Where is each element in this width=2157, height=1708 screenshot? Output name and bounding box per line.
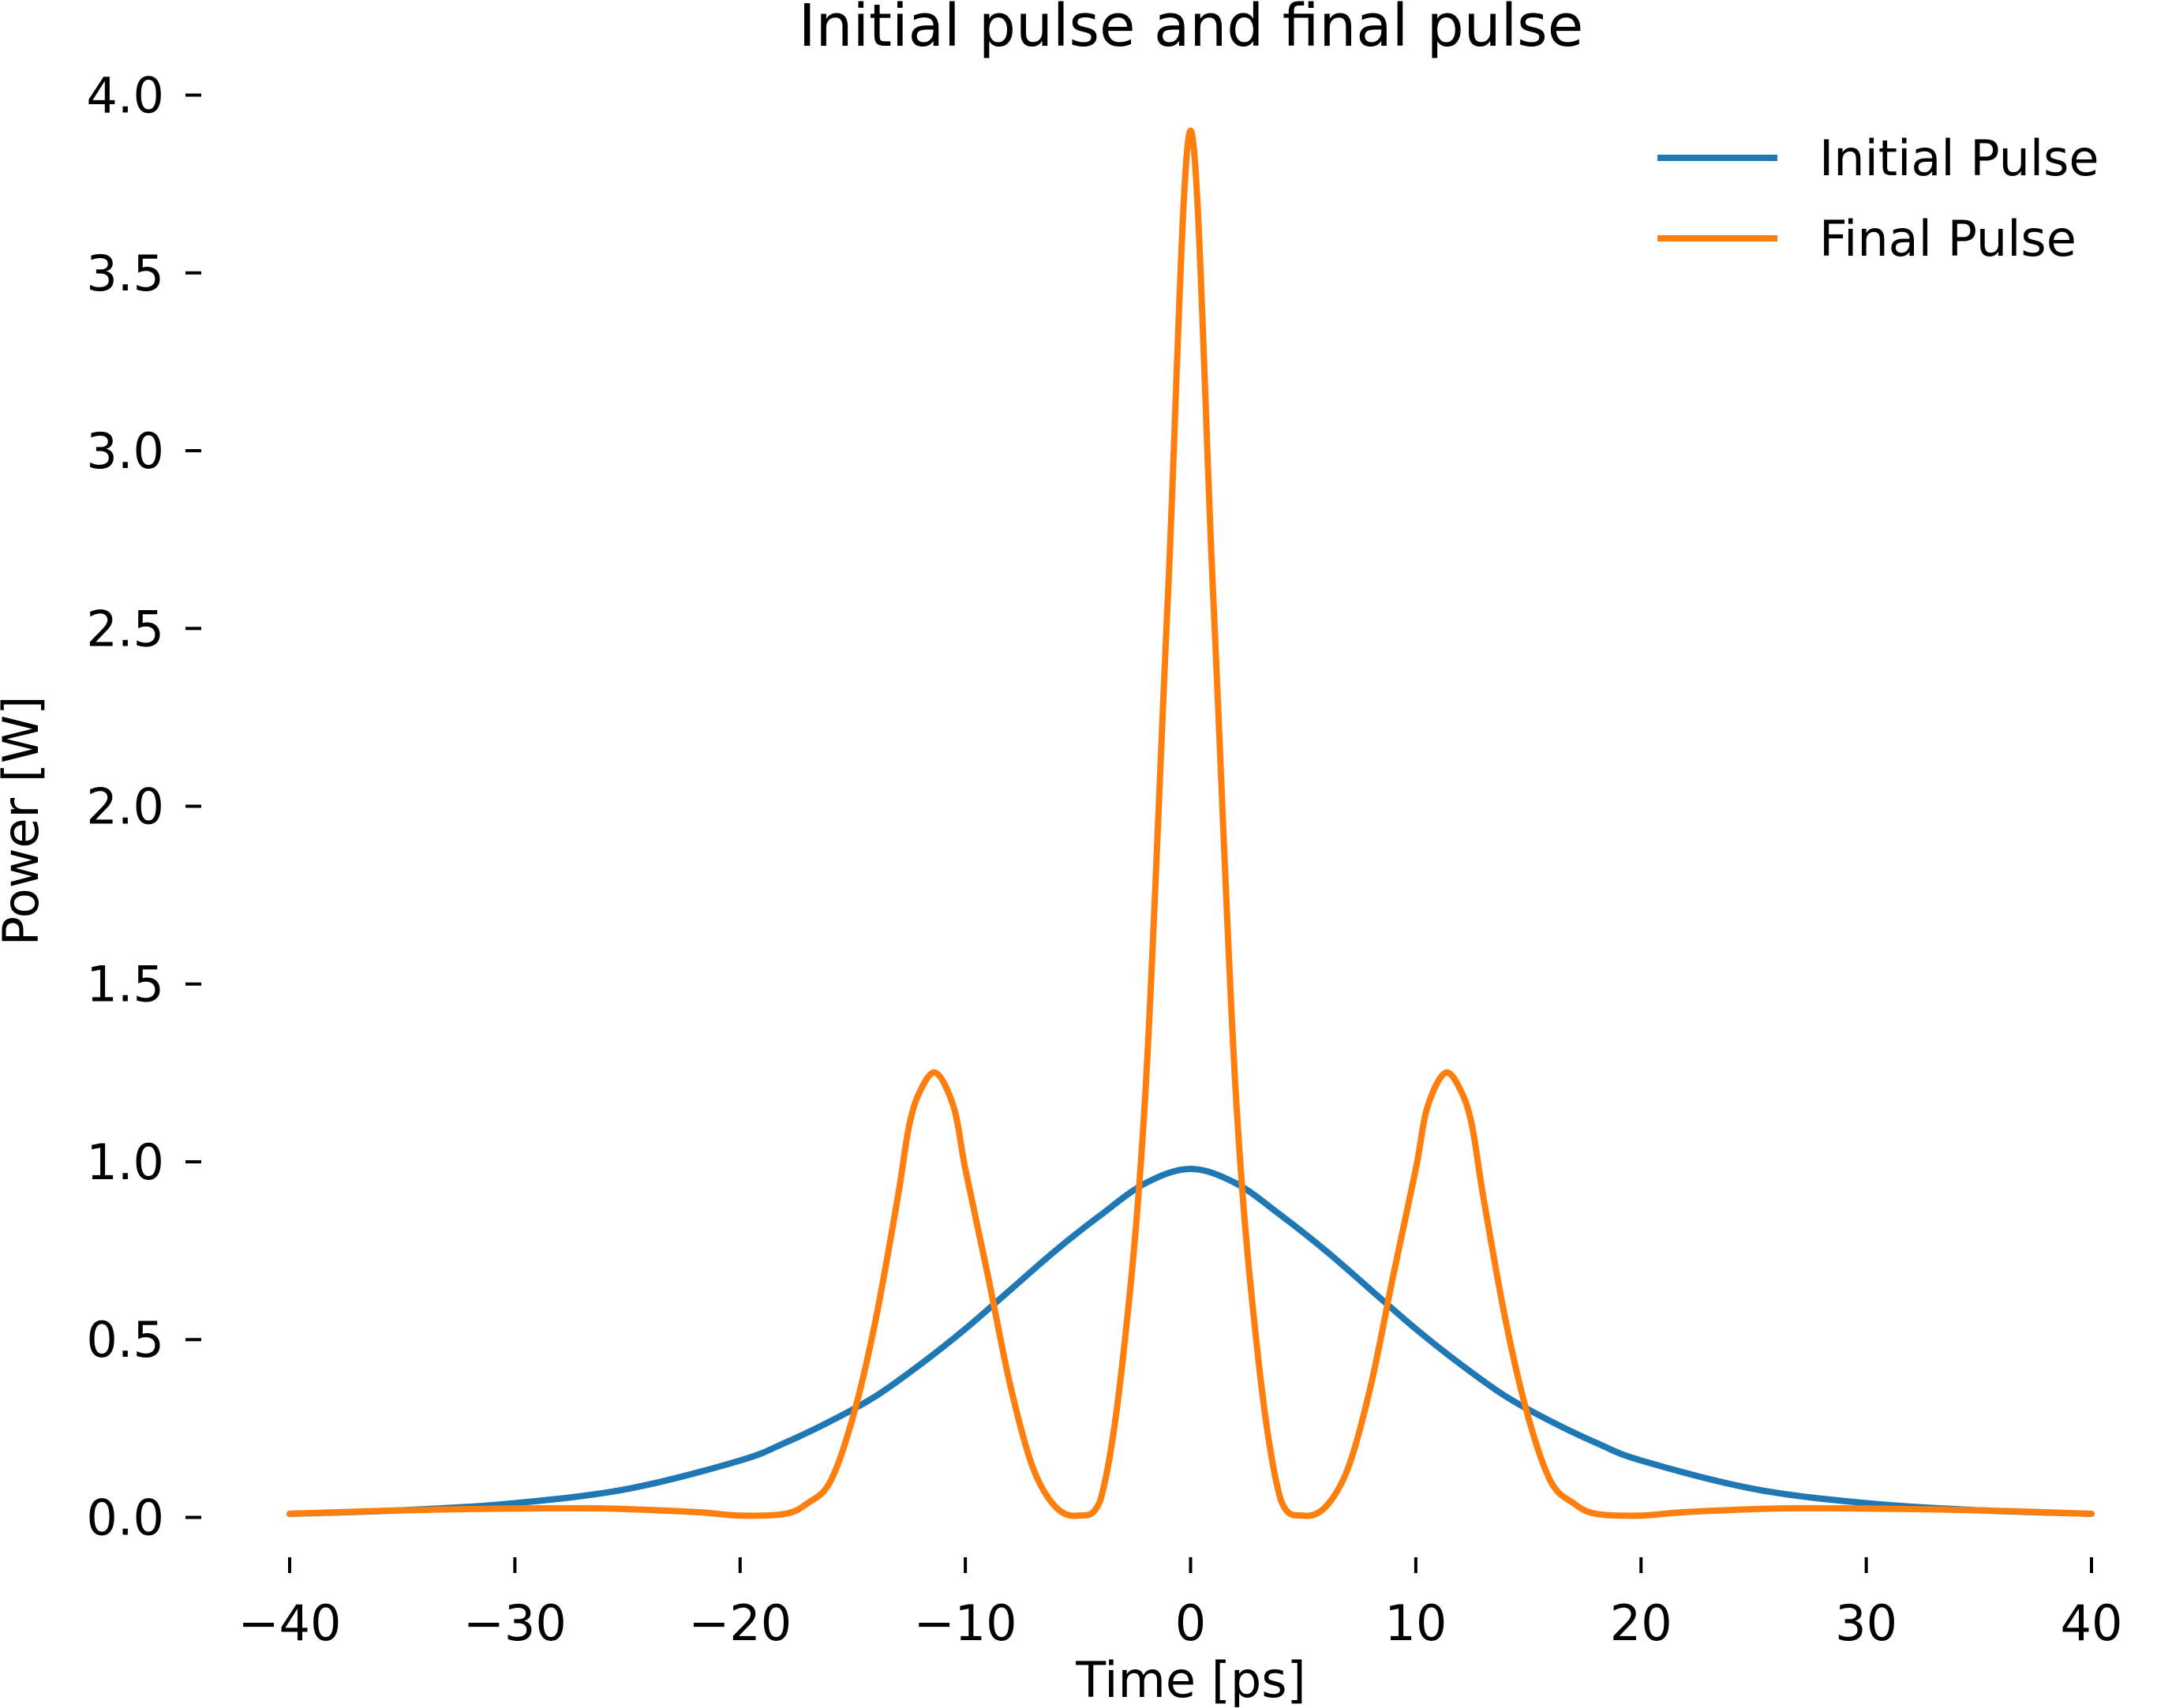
y-tick-label: 1.5 <box>86 956 164 1013</box>
x-tick-label: 10 <box>1384 1594 1447 1652</box>
x-tick-label: −30 <box>463 1594 567 1652</box>
y-axis: 0.0 0.5 1.0 1.5 2.0 2.5 3.0 3.5 4.0 <box>86 67 201 1546</box>
y-axis-label: Power [W] <box>0 696 50 946</box>
y-tick-label: 2.5 <box>86 600 164 657</box>
x-tick-label: 20 <box>1610 1594 1672 1652</box>
plot-area <box>286 127 2095 1519</box>
y-tick-label: 2.0 <box>86 778 164 836</box>
x-tick-label: 40 <box>2061 1594 2123 1652</box>
x-axis-label: Time [ps] <box>1075 1651 1305 1708</box>
y-tick-label: 3.0 <box>86 422 164 480</box>
x-tick-label: −20 <box>688 1594 792 1652</box>
x-tick-label: −40 <box>238 1594 342 1652</box>
legend-label-initial-pulse: Initial Pulse <box>1819 129 2099 187</box>
x-tick-label: 0 <box>1175 1594 1206 1652</box>
y-tick-label: 1.0 <box>86 1133 164 1191</box>
y-tick-label: 3.5 <box>86 245 164 302</box>
series-line-initial-pulse <box>286 1166 2095 1517</box>
legend: Initial Pulse Final Pulse <box>1657 129 2099 268</box>
y-tick-label: 4.0 <box>86 67 164 125</box>
chart-title: Initial pulse and final pulse <box>799 0 1584 60</box>
legend-label-final-pulse: Final Pulse <box>1819 210 2076 268</box>
x-tick-label: −10 <box>914 1594 1017 1652</box>
x-tick-label: 30 <box>1835 1594 1897 1652</box>
y-tick-label: 0.5 <box>86 1311 164 1369</box>
series-line-final-pulse <box>286 127 2095 1519</box>
x-axis: −40 −30 −20 −10 0 10 20 30 40 <box>238 1557 2123 1652</box>
y-tick-label: 0.0 <box>86 1489 164 1546</box>
